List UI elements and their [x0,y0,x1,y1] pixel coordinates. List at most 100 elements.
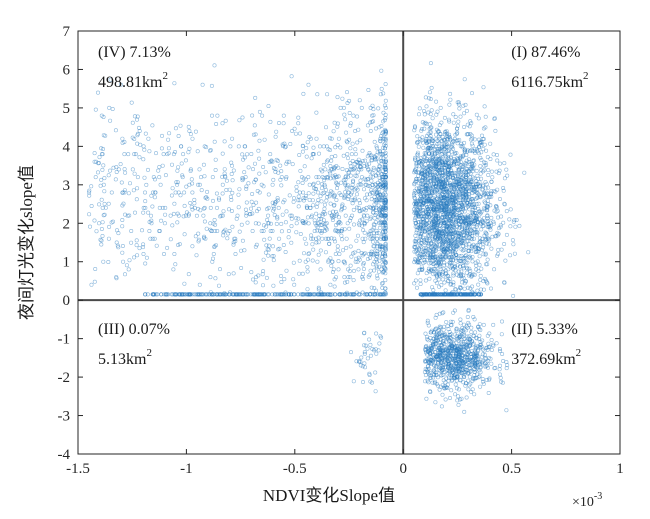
scatter-point [383,260,388,265]
scatter-point [150,236,155,241]
scatter-point [489,337,494,342]
scatter-point [425,165,430,170]
scatter-point [99,227,104,232]
scatter-point [447,349,452,354]
scatter-point [268,221,273,226]
scatter-point [310,152,315,157]
scatter-point [229,172,234,177]
scatter-point [437,123,442,128]
scatter-point [240,178,245,183]
x-tick-label: -1 [180,461,193,477]
scatter-point [440,292,445,297]
scatter-point [188,167,193,172]
scatter-point [141,157,146,162]
scatter-point [165,245,170,250]
scatter-point [374,191,379,196]
scatter-point [106,201,111,206]
scatter-point [360,236,365,241]
scatter-point [485,204,490,209]
scatter-point [462,209,467,214]
scatter-point [467,383,472,388]
scatter-point [511,293,516,298]
scatter-point [300,271,305,276]
scatter-point [371,234,376,239]
scatter-point [120,136,125,141]
scatter-point [447,207,452,212]
scatter-point [306,82,311,87]
scatter-point [205,292,210,297]
scatter-point [259,182,264,187]
scatter-point [483,180,488,185]
scatter-point [466,132,471,137]
scatter-point [289,224,294,229]
scatter-point [426,338,431,343]
scatter-point [462,332,467,337]
scatter-point [383,162,388,167]
scatter-point [487,344,492,349]
scatter-point [487,194,492,199]
scatter-point [472,317,477,322]
scatter-point [435,178,440,183]
scatter-point [321,162,326,167]
scatter-point [414,207,419,212]
scatter-point [102,212,107,217]
scatter-point [163,173,168,178]
scatter-point [102,189,107,194]
scatter-point [292,282,297,287]
scatter-point [335,175,340,180]
scatter-point [307,182,312,187]
scatter-point [101,259,106,264]
scatter-point [371,231,376,236]
scatter-point [430,355,435,360]
scatter-point [424,159,429,164]
scatter-point [305,269,310,274]
scatter-point [428,253,433,258]
scatter-point [447,332,452,337]
scatter-point [429,108,434,113]
scatter-point [88,224,93,229]
scatter-point [433,255,438,260]
scatter-point [317,144,322,149]
scatter-point [418,232,423,237]
scatter-point [190,181,195,186]
scatter-point [426,158,431,163]
scatter-point [301,251,306,256]
scatter-point [458,364,463,369]
scatter-point [379,86,384,91]
scatter-point [466,363,471,368]
scatter-point [440,348,445,353]
scatter-point [349,190,354,195]
scatter-point [440,277,445,282]
scatter-point [474,263,479,268]
scatter-point [482,104,487,109]
scatter-point [422,121,427,126]
scatter-point [474,335,479,340]
scatter-point [464,270,469,275]
scatter-point [101,147,106,152]
scatter-point [461,220,466,225]
scatter-point [465,314,470,319]
scatter-point [264,275,269,280]
scatter-point [441,180,446,185]
scatter-point [327,169,332,174]
scatter-point [239,222,244,227]
scatter-point [430,244,435,249]
scatter-point [160,163,165,168]
scatter-point [92,279,97,284]
scatter-point [356,127,361,132]
scatter-point [316,180,321,185]
scatter-point [427,122,432,127]
scatter-point [152,195,157,200]
scatter-point [181,214,186,219]
scatter-point [449,149,454,154]
scatter-point [253,95,258,100]
scatter-point [324,144,329,149]
scatter-point [166,146,171,151]
scatter-point [445,170,450,175]
scatter-point [303,219,308,224]
scatter-point [449,163,454,168]
scatter-point [432,292,437,297]
scatter-point [499,247,504,252]
scatter-point [368,342,373,347]
scatter-point [89,282,94,287]
